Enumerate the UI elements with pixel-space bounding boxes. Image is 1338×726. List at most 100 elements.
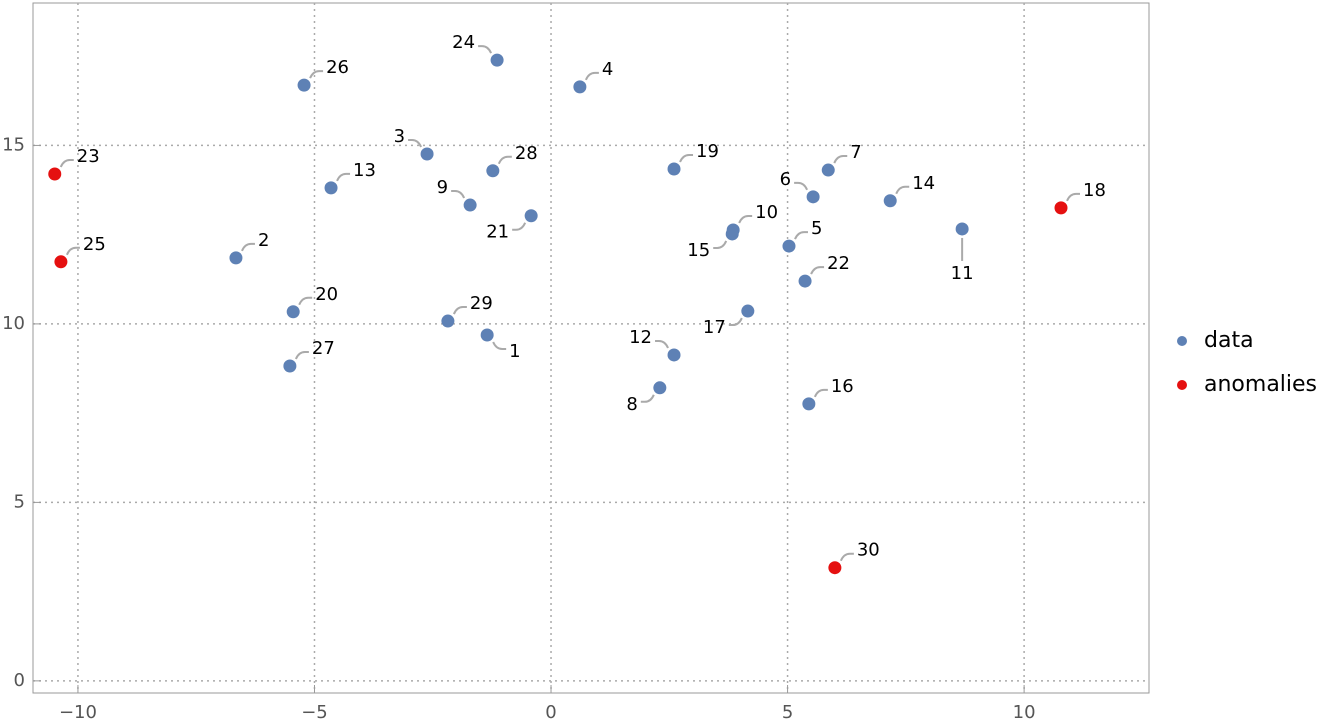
point (441, 314, 455, 328)
callout (728, 317, 743, 327)
x-tick-label: 0 (545, 702, 556, 723)
legend-marker (1177, 380, 1187, 390)
callout (810, 266, 825, 275)
point (821, 163, 835, 177)
point-label: 4 (602, 59, 613, 80)
point-label: 2 (258, 230, 269, 251)
point-label: 13 (353, 160, 376, 181)
point-label: 15 (687, 240, 710, 261)
callout (497, 155, 512, 165)
point (490, 53, 504, 67)
callout (833, 155, 848, 164)
point (573, 80, 587, 94)
callout (241, 242, 255, 252)
point-label: 18 (1083, 180, 1106, 201)
y-tick-label: 0 (14, 670, 25, 691)
point-label: 23 (77, 146, 100, 167)
point-label: 11 (951, 263, 974, 284)
callout (713, 240, 728, 249)
point-label: 19 (696, 141, 719, 162)
point-label: 6 (780, 169, 791, 190)
point (297, 78, 311, 92)
point (782, 239, 796, 253)
point (741, 304, 755, 318)
callout (813, 388, 828, 398)
point-label: 14 (912, 173, 935, 194)
y-tick-label: 5 (14, 491, 25, 512)
point (54, 255, 68, 269)
callout (59, 158, 74, 168)
y-tick-label: 10 (2, 313, 25, 334)
point (798, 274, 812, 288)
callout (512, 222, 527, 231)
callout (738, 215, 753, 224)
point (955, 222, 969, 236)
point-label: 5 (811, 218, 822, 239)
point (283, 359, 297, 373)
point-label: 12 (629, 327, 652, 348)
point-label: 1 (509, 341, 520, 362)
x-tick-label: −10 (59, 702, 97, 723)
point-label: 28 (515, 143, 538, 164)
point (463, 198, 477, 212)
point-label: 8 (626, 394, 637, 415)
point (725, 227, 739, 241)
callout (794, 181, 809, 191)
point-label: 26 (326, 57, 349, 78)
point (486, 164, 500, 178)
point-label: 22 (827, 253, 850, 274)
point-label: 9 (437, 177, 448, 198)
plot-frame (32, 2, 1150, 694)
point (1054, 201, 1068, 215)
point-label: 24 (452, 32, 475, 53)
callout (408, 138, 422, 148)
legend-marker (1177, 336, 1187, 346)
point (828, 561, 842, 575)
callout (452, 306, 467, 315)
point (653, 381, 667, 395)
callout (895, 185, 910, 195)
point (667, 162, 681, 176)
point (286, 305, 300, 319)
point (806, 190, 820, 204)
point (480, 328, 494, 342)
point-label: 10 (755, 202, 778, 223)
callout (298, 296, 313, 306)
legend-label: data (1204, 328, 1254, 353)
callout (794, 231, 808, 240)
point-label: 16 (831, 376, 854, 397)
point-label: 20 (315, 284, 338, 305)
point (229, 251, 243, 265)
x-tick-label: −5 (301, 702, 328, 723)
point (667, 348, 681, 362)
point-label: 17 (703, 317, 726, 338)
callout (309, 70, 324, 79)
point-label: 25 (83, 234, 106, 255)
callout (336, 172, 351, 182)
callout (294, 351, 309, 360)
callout (839, 552, 854, 562)
callout (492, 341, 507, 350)
callout (478, 45, 493, 54)
point (324, 181, 338, 195)
point (802, 397, 816, 411)
callout (584, 71, 599, 81)
point (883, 194, 897, 208)
callout (1066, 192, 1081, 202)
point-label: 29 (470, 293, 493, 314)
callout (65, 246, 80, 256)
callout (451, 190, 466, 199)
callout (679, 153, 694, 163)
x-tick-label: 5 (782, 702, 793, 723)
point (420, 147, 434, 161)
point-label: 30 (857, 540, 880, 561)
point (48, 167, 62, 181)
point (524, 209, 538, 223)
point-label: 7 (850, 142, 861, 163)
legend-label: anomalies (1204, 372, 1317, 397)
point-label: 21 (486, 222, 509, 243)
y-tick-label: 15 (2, 134, 25, 155)
callout (640, 394, 655, 403)
point-label: 3 (394, 126, 405, 147)
